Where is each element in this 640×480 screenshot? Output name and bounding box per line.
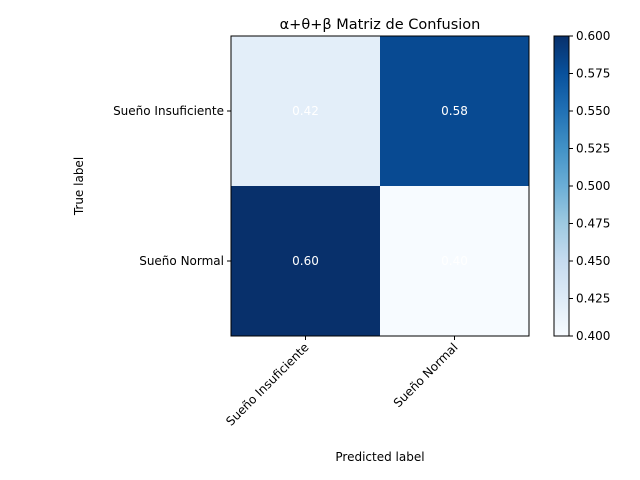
heatmap-cell [380,36,529,186]
plot-frame [230,35,530,337]
heatmap-cell [231,36,380,186]
y-tick-label: Sueño Insuficiente [113,104,224,118]
y-axis-ticks: Sueño Insuficiente Sueño Normal [113,104,231,268]
cell-value-label: 0.60 [292,254,319,268]
cell-value-label: 0.40 [441,254,468,268]
heatmap-cell [231,186,380,336]
x-tick-label: Sueño Insuficiente [223,340,311,428]
cell-value-label: 0.42 [292,104,319,118]
heatmap-cell [380,186,529,336]
x-axis-ticks: Sueño Insuficiente Sueño Normal [223,336,461,429]
colorbar-tick-label: 0.475 [576,217,610,231]
heatmap-cells [231,36,529,336]
x-axis-label: Predicted label [335,450,424,464]
colorbar-tick-label: 0.600 [576,29,610,43]
colorbar-tick-label: 0.425 [576,292,610,306]
x-tick-label: Sueño Normal [391,340,461,410]
y-tick-label: Sueño Normal [139,254,224,268]
colorbar [553,35,570,337]
colorbar-ticks: 0.400 0.425 0.450 0.475 0.500 0.525 0.550 0.575… [569,29,610,343]
colorbar-tick-label: 0.500 [576,179,610,193]
cell-labels: 0.42 0.58 0.60 0.40 [292,104,468,268]
colorbar-tick-label: 0.400 [576,329,610,343]
colorbar-tick-label: 0.575 [576,67,610,81]
cell-value-label: 0.58 [441,104,468,118]
colorbar-tick-label: 0.525 [576,142,610,156]
colorbar-tick-label: 0.550 [576,104,610,118]
y-axis-label: True label [72,157,86,216]
chart-title: α+θ+β Matriz de Confusion [280,17,481,33]
colorbar-tick-label: 0.450 [576,254,610,268]
